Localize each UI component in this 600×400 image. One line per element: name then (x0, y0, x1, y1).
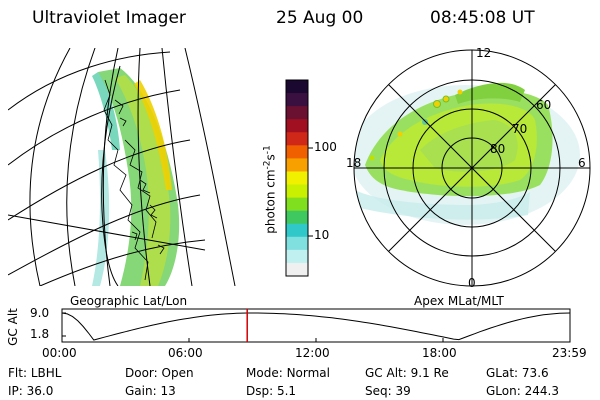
colorbar-band (286, 132, 308, 146)
colorbar-band (286, 171, 308, 186)
right-panel-caption: Apex MLat/MLT (414, 294, 504, 308)
instrument-title: Ultraviolet Imager (32, 8, 186, 28)
meta-gain: Gain: 13 (125, 384, 176, 398)
timeline-ylabel: GC Alt (5, 308, 20, 346)
timeline-ytick-top: 9.0 (30, 306, 50, 320)
mlat-label-80: 80 (490, 142, 506, 156)
meta-gc-alt: GC Alt: 9.1 Re (365, 366, 449, 380)
timeline-xtick-4: 23:59 (552, 346, 587, 360)
geographic-map (8, 48, 236, 286)
colorbar-band (286, 106, 308, 120)
timeline-ytick-bottom: 1.8 (30, 327, 50, 341)
colorbar-band (286, 223, 308, 238)
mlat-label-60: 60 (536, 98, 552, 112)
colorbar-band (286, 158, 308, 172)
meta-glon: GLon: 244.3 (486, 384, 559, 398)
colorbar (285, 79, 313, 277)
colorbar-band (286, 145, 308, 159)
colorbar-band (286, 93, 308, 107)
time-label: 08:45:08 UT (430, 8, 535, 28)
mlt-label-6: 6 (578, 156, 586, 170)
meta-seq: Seq: 39 (365, 384, 411, 398)
timeline-xtick-0: 00:00 (42, 346, 77, 360)
date-label: 25 Aug 00 (276, 8, 364, 28)
mlt-label-18: 18 (346, 156, 362, 170)
timeline-xtick-3: 18:00 (422, 346, 457, 360)
mlt-label-12: 12 (476, 46, 492, 60)
colorbar-band (286, 80, 308, 94)
mlt-label-0: 0 (468, 276, 476, 290)
altitude-timeline (61, 308, 571, 343)
colorbar-band (286, 197, 308, 212)
meta-flt: Flt: LBHL (8, 366, 62, 380)
meta-dsp: Dsp: 5.1 (246, 384, 297, 398)
colorbar-unit-label: photon cm-2s-1 (262, 145, 278, 234)
colorbar-band (286, 119, 308, 133)
colorbar-band (286, 249, 308, 264)
meta-mode: Mode: Normal (246, 366, 330, 380)
mlat-label-70: 70 (512, 122, 528, 136)
colorbar-band (286, 262, 308, 277)
colorbar-band (286, 210, 308, 225)
meta-door: Door: Open (125, 366, 194, 380)
meta-ip: IP: 36.0 (8, 384, 54, 398)
polar-plot (353, 49, 591, 287)
timeline-xtick-1: 06:00 (168, 346, 203, 360)
colorbar-band (286, 184, 308, 199)
colorbar-tick-100: 100 (314, 140, 337, 154)
meta-glat: GLat: 73.6 (486, 366, 549, 380)
timeline-xtick-2: 12:00 (295, 346, 330, 360)
colorbar-tick-10: 10 (314, 228, 330, 242)
left-panel-caption: Geographic Lat/Lon (70, 294, 188, 308)
colorbar-band (286, 236, 308, 251)
